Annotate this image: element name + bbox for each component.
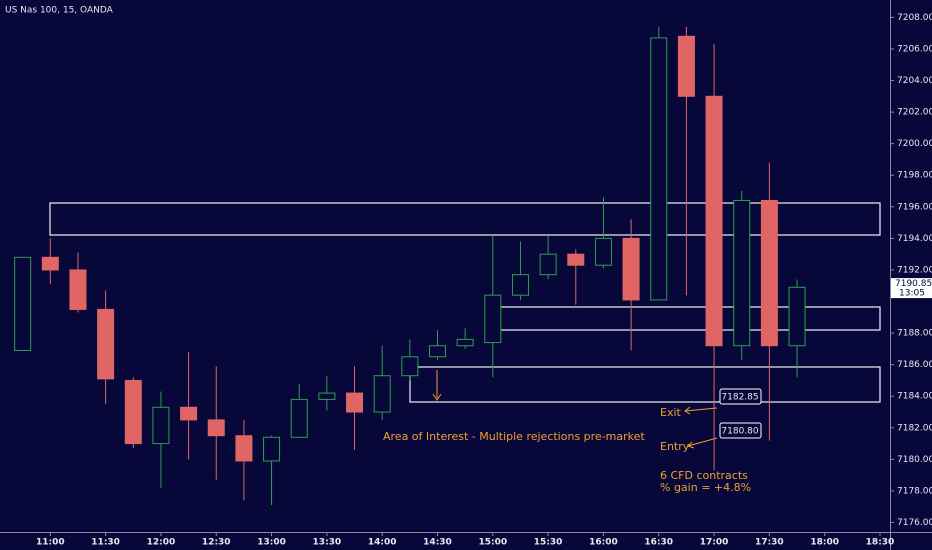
- candle-body: [373, 375, 391, 413]
- candle-body: [539, 253, 557, 276]
- candle-body: [705, 95, 723, 347]
- x-tick-label: 14:00: [368, 538, 397, 548]
- x-tick-label: 15:30: [534, 538, 563, 548]
- candle-body: [567, 253, 585, 266]
- candle-body: [456, 338, 474, 347]
- candle-body: [346, 392, 364, 413]
- y-tick-label: 7200.00: [897, 139, 932, 149]
- candle-body: [124, 379, 142, 445]
- price-box: [719, 388, 762, 405]
- x-tick-label: 17:30: [755, 538, 784, 548]
- x-tick-label: 11:30: [91, 538, 120, 548]
- y-tick-label: 7206.00: [897, 44, 932, 54]
- annotation: Entry: [660, 440, 690, 453]
- y-tick-label: 7196.00: [897, 202, 932, 212]
- candle-body: [97, 308, 115, 380]
- candle-body: [318, 392, 336, 400]
- candle-body: [622, 237, 640, 301]
- x-tick-label: 16:30: [644, 538, 673, 548]
- candle-body: [788, 286, 806, 347]
- y-tick-label: 7186.00: [897, 360, 932, 370]
- x-tick-label: 16:00: [589, 538, 618, 548]
- x-tick-label: 12:00: [147, 538, 176, 548]
- candle-body: [677, 35, 695, 97]
- x-tick-label: 17:00: [700, 538, 729, 548]
- candle-body: [511, 274, 529, 296]
- y-tick-label: 7198.00: [897, 171, 932, 181]
- arrow: [684, 407, 718, 412]
- candle-body: [733, 199, 751, 347]
- y-tick-label: 7208.00: [897, 13, 932, 23]
- y-tick-label: 7178.00: [897, 486, 932, 496]
- chart-title: US Nas 100, 15, OANDA: [5, 6, 114, 16]
- annotation: % gain = +4.8%: [660, 481, 751, 494]
- x-tick-label: 18:30: [866, 538, 895, 548]
- price-box-label: 7182.85: [721, 393, 758, 403]
- x-tick-label: 11:00: [36, 538, 65, 548]
- y-tick-label: 7192.00: [897, 265, 932, 275]
- y-tick-label: 7176.00: [897, 518, 932, 528]
- candle-body: [180, 406, 198, 421]
- candle-body: [263, 436, 281, 462]
- last-price-label: 7190.85: [895, 279, 932, 289]
- x-tick-label: 13:30: [313, 538, 342, 548]
- arrow-head: [684, 406, 691, 415]
- countdown-label: 13:05: [899, 289, 925, 299]
- x-tick-label: 18:00: [810, 538, 839, 548]
- candle-body: [401, 356, 419, 377]
- candle-body: [650, 37, 668, 301]
- arrow-head: [432, 393, 442, 401]
- candle-body: [152, 406, 170, 445]
- candle-body: [235, 435, 253, 462]
- x-tick-label: 13:00: [257, 538, 286, 548]
- y-tick-label: 7202.00: [897, 108, 932, 118]
- y-tick-label: 7180.00: [897, 455, 932, 465]
- candle-body: [760, 199, 778, 347]
- annotation: 6 CFD contracts: [660, 469, 748, 482]
- last-price-box: [891, 278, 932, 299]
- x-tick-label: 15:00: [478, 538, 507, 548]
- x-tick-label: 12:30: [202, 538, 231, 548]
- zone-box: [49, 202, 881, 236]
- annotation: Area of Interest - Multiple rejections p…: [383, 430, 645, 443]
- y-tick-label: 7188.00: [897, 329, 932, 339]
- candle-body: [594, 237, 612, 266]
- y-tick-label: 7194.00: [897, 234, 932, 244]
- candle-body: [41, 256, 59, 271]
- x-tick-label: 14:30: [423, 538, 452, 548]
- candle-body: [207, 419, 225, 437]
- candle-body: [484, 294, 502, 344]
- y-tick-label: 7184.00: [897, 392, 932, 402]
- candle-body: [290, 398, 308, 438]
- price-box: [719, 422, 762, 439]
- y-tick-label: 7204.00: [897, 76, 932, 86]
- arrow: [687, 437, 718, 447]
- candle-body: [14, 256, 32, 351]
- candle-body: [69, 269, 87, 310]
- y-tick-label: 7182.00: [897, 423, 932, 433]
- zone-box: [409, 366, 881, 403]
- price-box-label: 7180.80: [721, 427, 758, 437]
- annotation: Exit: [660, 406, 682, 419]
- candle-body: [429, 345, 446, 358]
- arrow-head: [687, 441, 695, 449]
